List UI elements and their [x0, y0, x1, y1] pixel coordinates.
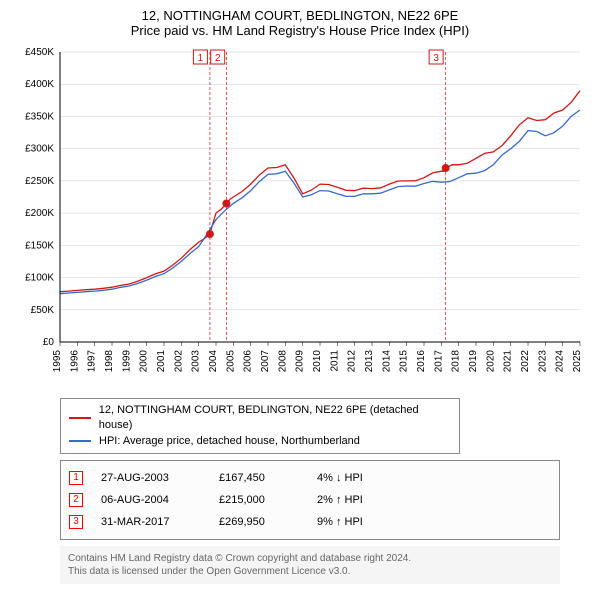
event-price: £167,450	[219, 472, 299, 484]
attribution-line2: This data is licensed under the Open Gov…	[68, 565, 552, 578]
chart-container: 12, NOTTINGHAM COURT, BEDLINGTON, NE22 6…	[0, 0, 600, 592]
svg-text:1997: 1997	[87, 350, 98, 373]
svg-text:£100K: £100K	[25, 273, 54, 284]
event-delta: 4% ↓ HPI	[317, 472, 397, 484]
svg-text:1998: 1998	[104, 350, 115, 373]
attribution-line1: Contains HM Land Registry data © Crown c…	[68, 552, 552, 565]
legend: 12, NOTTINGHAM COURT, BEDLINGTON, NE22 6…	[60, 398, 460, 454]
svg-text:2005: 2005	[225, 350, 236, 373]
event-date: 27-AUG-2003	[101, 472, 201, 484]
svg-text:£200K: £200K	[25, 208, 54, 219]
svg-text:£350K: £350K	[25, 111, 54, 122]
svg-text:2015: 2015	[399, 350, 410, 373]
svg-text:2020: 2020	[485, 350, 496, 373]
svg-text:2002: 2002	[173, 350, 184, 373]
svg-text:2004: 2004	[208, 350, 219, 373]
event-marker-box: 1	[69, 471, 83, 485]
legend-item-price-paid: 12, NOTTINGHAM COURT, BEDLINGTON, NE22 6…	[69, 403, 451, 434]
svg-text:2012: 2012	[347, 350, 358, 373]
event-delta: 9% ↑ HPI	[317, 516, 397, 528]
svg-text:2010: 2010	[312, 350, 323, 373]
svg-text:2013: 2013	[364, 350, 375, 373]
event-date: 06-AUG-2004	[101, 494, 201, 506]
svg-text:2021: 2021	[503, 350, 514, 373]
svg-text:2011: 2011	[329, 350, 340, 372]
event-row: 2 06-AUG-2004 £215,000 2% ↑ HPI	[69, 489, 551, 511]
svg-text:1995: 1995	[52, 350, 63, 373]
svg-text:2: 2	[215, 53, 221, 64]
svg-text:1: 1	[198, 53, 204, 64]
chart-area: £0 £50K £100K £150K £200K £250K £300K £350K £400…	[10, 42, 590, 392]
svg-text:2006: 2006	[243, 350, 254, 373]
svg-text:2008: 2008	[277, 350, 288, 373]
svg-text:£450K: £450K	[25, 47, 54, 58]
svg-text:2019: 2019	[468, 350, 479, 373]
svg-text:2016: 2016	[416, 350, 427, 373]
svg-text:2018: 2018	[451, 350, 462, 373]
svg-text:2017: 2017	[433, 350, 444, 373]
legend-swatch	[69, 417, 91, 419]
legend-label: HPI: Average price, detached house, Nort…	[99, 434, 360, 449]
svg-text:£250K: £250K	[25, 176, 54, 187]
events-table: 1 27-AUG-2003 £167,450 4% ↓ HPI 2 06-AUG…	[60, 460, 560, 540]
event-price: £215,000	[219, 494, 299, 506]
svg-text:2023: 2023	[537, 350, 548, 373]
event-delta: 2% ↑ HPI	[317, 494, 397, 506]
svg-text:£150K: £150K	[25, 240, 54, 251]
event-marker-box: 2	[69, 493, 83, 507]
svg-text:2000: 2000	[139, 350, 150, 373]
event-marker-box: 3	[69, 515, 83, 529]
title-subtitle: Price paid vs. HM Land Registry's House …	[10, 23, 590, 38]
svg-text:£0: £0	[43, 337, 55, 348]
event-price: £269,950	[219, 516, 299, 528]
title-block: 12, NOTTINGHAM COURT, BEDLINGTON, NE22 6…	[10, 8, 590, 38]
svg-text:1996: 1996	[69, 350, 80, 373]
event-row: 3 31-MAR-2017 £269,950 9% ↑ HPI	[69, 511, 551, 533]
line-chart-svg: £0 £50K £100K £150K £200K £250K £300K £350K £400…	[10, 42, 590, 392]
svg-text:2014: 2014	[381, 350, 392, 373]
svg-text:2025: 2025	[572, 350, 583, 373]
svg-text:2001: 2001	[156, 350, 167, 373]
title-address: 12, NOTTINGHAM COURT, BEDLINGTON, NE22 6…	[10, 8, 590, 23]
svg-text:2007: 2007	[260, 350, 271, 373]
svg-text:£400K: £400K	[25, 79, 54, 90]
legend-label: 12, NOTTINGHAM COURT, BEDLINGTON, NE22 6…	[99, 403, 451, 434]
svg-text:£50K: £50K	[31, 305, 55, 316]
svg-text:2003: 2003	[191, 350, 202, 373]
svg-text:1999: 1999	[121, 350, 132, 373]
svg-text:2024: 2024	[555, 350, 566, 373]
attribution: Contains HM Land Registry data © Crown c…	[60, 546, 560, 584]
legend-item-hpi: HPI: Average price, detached house, Nort…	[69, 434, 451, 449]
event-row: 1 27-AUG-2003 £167,450 4% ↓ HPI	[69, 467, 551, 489]
legend-swatch	[69, 440, 91, 442]
svg-text:3: 3	[433, 53, 439, 64]
svg-text:2022: 2022	[520, 350, 531, 373]
svg-text:£300K: £300K	[25, 144, 54, 155]
svg-text:2009: 2009	[295, 350, 306, 373]
event-date: 31-MAR-2017	[101, 516, 201, 528]
